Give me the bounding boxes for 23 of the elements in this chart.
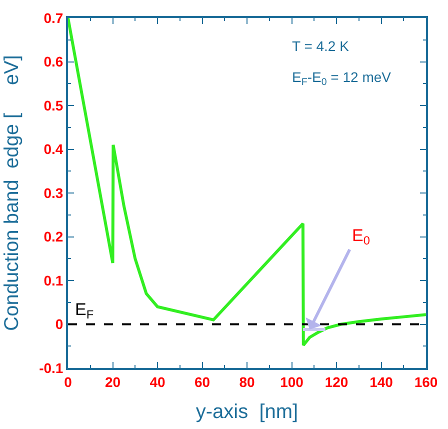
x-tick-label: 40 <box>150 374 166 390</box>
y-tick-label: 0.2 <box>44 228 64 245</box>
annotation: T = 4.2 K <box>292 38 350 54</box>
y-tick-label: 0.5 <box>44 97 64 114</box>
annotation: E$_{0}$ <box>352 226 370 248</box>
y-tick-label: -0.1 <box>39 360 64 376</box>
x-tick-label: 140 <box>370 374 394 390</box>
y-tick-label: 0.6 <box>44 54 64 70</box>
x-axis-title: y-axis [nm] <box>196 400 298 423</box>
x-tick-label: 120 <box>324 374 348 390</box>
y-tick-label: 0.3 <box>44 184 64 201</box>
x-tick-label: 100 <box>280 374 304 390</box>
y-tick-label: 0.4 <box>44 141 64 158</box>
y-tick-label: 0 <box>55 316 64 332</box>
x-tick-label: 60 <box>194 374 210 390</box>
x-tick-label: 20 <box>104 374 121 390</box>
y-axis-title: Conduction band edge [ eV] <box>1 55 24 331</box>
x-tick-label: 80 <box>239 374 255 390</box>
ref-line-label: E$_{F}$ <box>75 300 94 322</box>
y-tick-label: 0.1 <box>44 272 64 288</box>
annotation: E$_{F}$-E$_{0}$ = 12 meV <box>292 69 392 88</box>
y-tick-label: 0.7 <box>44 10 64 26</box>
x-tick-label: 160 <box>414 374 438 390</box>
